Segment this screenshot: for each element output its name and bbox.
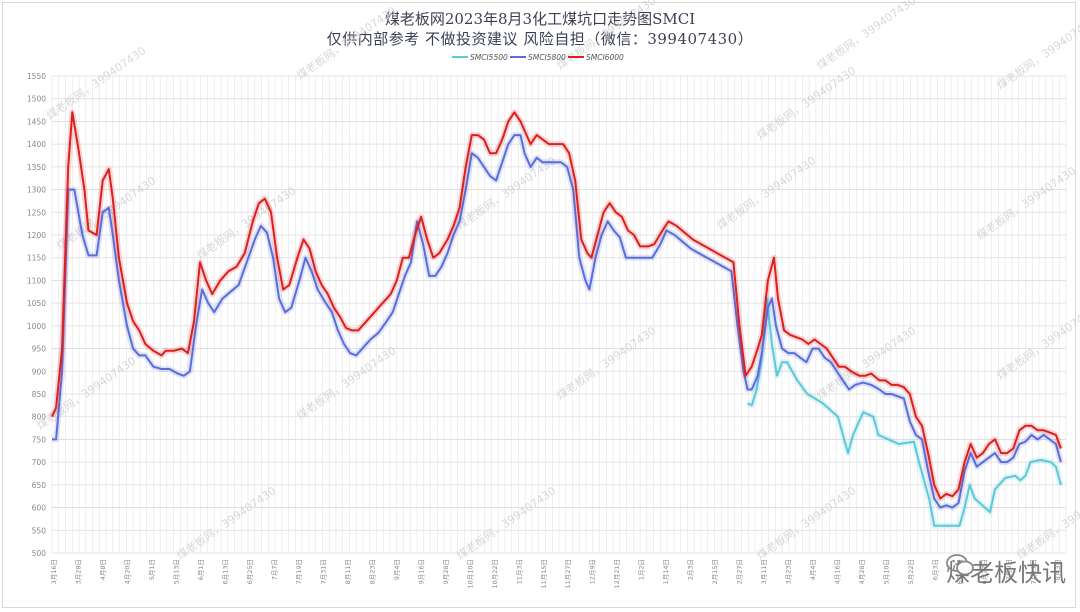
y-tick-label: 600 xyxy=(32,504,47,513)
x-tick-label: 4月8日 xyxy=(99,559,107,580)
y-tick-label: 1300 xyxy=(27,186,46,195)
watermark-text: 煤老板网，399407430 xyxy=(174,483,279,562)
y-tick-label: 900 xyxy=(32,367,47,376)
y-tick-label: 1150 xyxy=(27,254,46,263)
y-tick-label: 1000 xyxy=(27,322,46,331)
y-tick-label: 1250 xyxy=(27,208,46,217)
x-tick-label: 9月28日 xyxy=(442,559,450,584)
series-line-SMCI5800 xyxy=(52,134,1062,509)
y-tick-label: 750 xyxy=(32,435,47,444)
watermark-text: 煤老板网，399407430 xyxy=(1014,483,1080,562)
x-tick-label: 1月2日 xyxy=(638,559,646,580)
x-tick-label: 4月4日 xyxy=(809,559,817,580)
y-tick-label: 550 xyxy=(32,526,47,535)
x-tick-label: 2月15日 xyxy=(711,559,719,584)
y-tick-label: 800 xyxy=(32,413,47,422)
x-tick-label: 11月3日 xyxy=(515,559,523,584)
series-glow-SMCI5800 xyxy=(52,132,1064,511)
series-line-SMCI6000 xyxy=(51,111,1062,500)
x-tick-label: 10月22日 xyxy=(491,559,499,589)
x-tick-label: 8月3日 xyxy=(1054,559,1062,580)
watermark-text: 煤老板网，399407430 xyxy=(714,153,819,232)
y-tick-label: 650 xyxy=(32,481,47,490)
brand-watermark: 煤老板快讯 xyxy=(946,553,1066,588)
x-tick-label: 11月27日 xyxy=(564,559,572,589)
x-tick-label: 8月11日 xyxy=(344,559,352,584)
x-tick-label: 2月27日 xyxy=(736,559,744,584)
x-tick-label: 5月13日 xyxy=(172,559,180,584)
y-tick-label: 1350 xyxy=(27,163,46,172)
watermark-text: 煤老板网，399407430 xyxy=(974,163,1079,242)
y-tick-label: 1450 xyxy=(27,117,46,126)
x-tick-label: 6月3日 xyxy=(932,559,940,580)
x-tick-label: 7月19日 xyxy=(295,559,303,584)
y-tick-label: 700 xyxy=(32,458,47,467)
watermark-text: 煤老板网，399407430 xyxy=(294,343,399,422)
legend-label: SMCI5800 xyxy=(528,53,566,62)
x-tick-label: 12月21日 xyxy=(613,559,621,589)
x-tick-label: 12月9日 xyxy=(589,559,597,584)
y-tick-label: 850 xyxy=(32,390,47,399)
y-tick-label: 500 xyxy=(32,549,47,558)
x-tick-label: 3月11日 xyxy=(760,559,768,584)
x-tick-label: 11月15日 xyxy=(540,559,548,589)
x-tick-label: 5月1日 xyxy=(148,559,156,580)
x-tick-label: 7月21日 xyxy=(1030,559,1038,584)
x-tick-label: 7月9日 xyxy=(1005,559,1013,580)
watermark-text: 煤老板网，399407430 xyxy=(454,483,559,562)
x-tick-label: 9月16日 xyxy=(417,559,425,584)
watermark-text: 煤老板网，399407430 xyxy=(994,303,1080,382)
x-tick-label: 10月10日 xyxy=(466,559,474,589)
x-tick-label: 4月20日 xyxy=(123,559,131,584)
y-tick-label: 1550 xyxy=(27,72,46,81)
watermark-text: 煤老板网，399407430 xyxy=(294,3,399,82)
x-tick-label: 9月4日 xyxy=(393,559,401,580)
series-line-SMCI5500 xyxy=(747,297,1062,527)
x-tick-label: 5月22日 xyxy=(907,559,915,584)
legend-label: SMCI5500 xyxy=(470,53,508,62)
x-tick-label: 3月16日 xyxy=(50,559,58,584)
x-tick-label: 3月28日 xyxy=(74,559,82,584)
y-tick-label: 1050 xyxy=(27,299,46,308)
wechat-icon xyxy=(946,554,974,576)
x-tick-label: 6月1日 xyxy=(197,559,205,580)
x-tick-label: 6月13日 xyxy=(221,559,229,584)
x-tick-label: 5月10日 xyxy=(883,559,891,584)
y-tick-label: 950 xyxy=(32,345,47,354)
x-tick-label: 7月31日 xyxy=(319,559,327,584)
watermark-text: 煤老板网，399407430 xyxy=(44,43,149,122)
chart-title: 煤老板网2023年8月3化工煤坑口走势图SMCI xyxy=(384,10,696,28)
x-tick-label: 6月25日 xyxy=(246,559,254,584)
watermark-text: 煤老板网，399407430 xyxy=(814,0,919,72)
x-tick-label: 1月14日 xyxy=(662,559,670,584)
x-tick-label: 4月16日 xyxy=(834,559,842,584)
x-tick-label: 7月7日 xyxy=(270,559,278,580)
x-tick-label: 4月28日 xyxy=(858,559,866,584)
legend-label: SMCI6000 xyxy=(586,53,624,62)
y-tick-label: 1400 xyxy=(27,140,46,149)
x-tick-label: 2月3日 xyxy=(687,559,695,580)
y-tick-label: 1100 xyxy=(27,276,46,285)
x-tick-label: 3月23日 xyxy=(785,559,793,584)
x-tick-label: 6月27日 xyxy=(981,559,989,584)
y-tick-label: 1500 xyxy=(27,95,46,104)
chart-subtitle: 仅供内部参考 不做投资建议 风险自担（微信：399407430） xyxy=(326,30,754,48)
watermark-text: 煤老板网，399407430 xyxy=(994,13,1080,92)
y-tick-label: 1200 xyxy=(27,231,46,240)
x-tick-label: 8月23日 xyxy=(368,559,376,584)
